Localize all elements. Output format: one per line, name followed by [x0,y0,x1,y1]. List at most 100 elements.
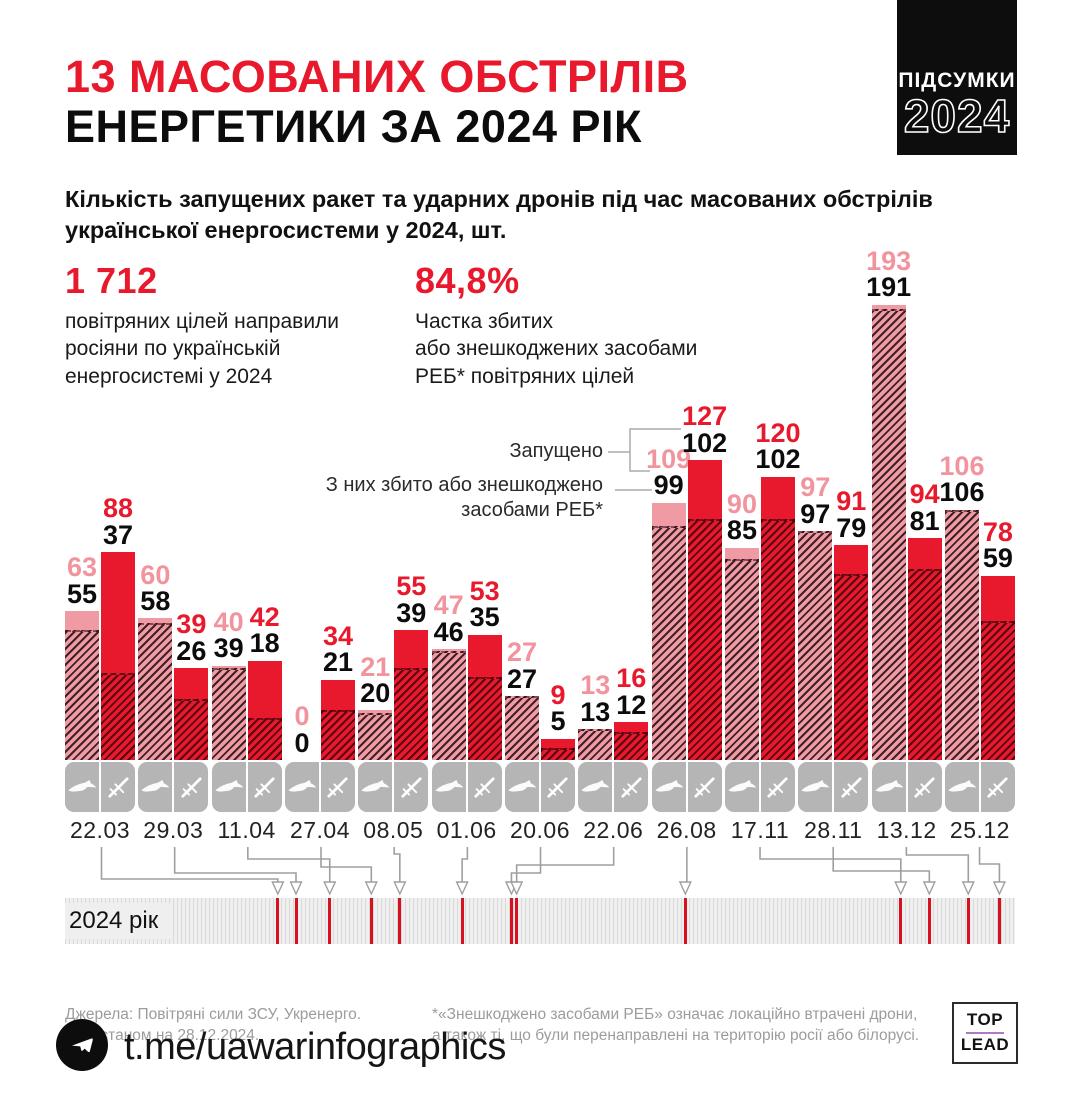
connector-line [978,847,1001,882]
downed-segment [651,526,686,760]
missile-icon [474,776,495,798]
bar-group: 106 106 78 59 [939,452,1015,760]
downed-label: 106 [939,477,985,508]
drone-bar-column: 109 99 [646,445,691,760]
downed-segment [540,748,575,760]
drone-bar-column: 47 46 [431,590,466,760]
missile-bar-column: 34 21 [320,620,355,760]
missile-bar [614,722,649,760]
missile-icon [401,776,422,798]
connector-line [759,847,902,882]
arrowhead-icon [323,881,337,896]
icon-group [651,762,722,812]
missile-bar-column: 94 81 [907,481,942,760]
launched-label: 13 [580,670,611,701]
missile-bar-column: 91 79 [834,486,869,760]
downed-label: 39 [396,597,427,628]
connector-line [515,847,615,882]
missile-bar-column: 55 39 [394,573,429,760]
missile-bar-column: 78 59 [980,518,1015,760]
launched-label: 34 [322,620,353,651]
arrowhead-icon [455,881,469,896]
date-label: 17.11 [730,817,790,843]
date-label: 29.03 [143,817,204,843]
drone-bar [358,710,393,760]
icon-group [798,762,869,812]
missile-bar [540,738,575,760]
connector-line [510,847,542,882]
launched-label: 47 [433,590,464,621]
missile-icon [914,776,935,798]
drone-bar-column: 21 20 [358,653,393,760]
drone-bar-column: 193 191 [866,247,911,760]
downed-segment [247,717,282,760]
bar-chart: 63 55 88 37 60 58 39 26 40 39 42 18 0 0 34 21 21 20 55 39 47… [65,230,1015,760]
connector-line [320,847,373,882]
arrowhead-icon [678,881,692,896]
drone-icon-cell [798,762,833,812]
drone-icon-cell [431,762,466,812]
legend-launched: Запущено [509,440,603,462]
drone-icon [435,779,463,792]
missile-icon [547,776,569,798]
downed-label: 99 [653,470,684,501]
missile-bar [174,667,209,760]
missile-icon [254,776,275,798]
bar-group: 13 13 16 12 [578,665,649,760]
attack-day-mark [398,898,402,944]
missile-icon [107,776,129,798]
downed-segment [871,309,906,760]
icon-group [284,762,355,812]
missile-icon [987,776,1009,798]
arrowhead-icon [961,881,975,896]
missile-bar [101,552,135,760]
missile-bar-column: 42 18 [247,603,282,760]
downed-label: 20 [360,678,391,708]
downed-label: 21 [322,647,353,678]
downed-segment [687,519,722,760]
bar-group: 47 46 53 35 [431,577,502,760]
bar-group: 193 191 94 81 [866,247,942,760]
missile-icon [841,776,862,798]
drone-bar [724,547,759,760]
downed-label: 102 [682,427,728,458]
missile-bar-column: 53 35 [467,577,502,760]
attack-day-mark [997,898,1001,944]
downed-segment [358,712,393,760]
missile-icon [767,776,789,798]
downed-segment [578,729,613,760]
date-label: 08.05 [363,817,424,843]
attack-day-mark [927,898,931,944]
date-label: 01.06 [436,817,497,843]
icon-group [724,762,795,812]
icon-group [65,762,135,812]
missile-bar [980,575,1015,760]
launched-label: 106 [939,450,985,481]
attack-day-mark [899,898,903,944]
attack-day-mark [276,898,280,944]
arrowhead-icon [271,881,285,896]
launched-label: 91 [836,486,867,517]
stat-value: 1 712 [65,260,158,301]
bar-group: 0 0 34 21 [285,620,355,760]
footnote-text: *«Знешкоджено засобами РЕБ» означає лока… [432,1006,920,1044]
page-title: 13 МАСОВАНИХ ОБСТРІЛІВ ЕНЕРГЕТИКИ ЗА 202… [65,51,689,153]
telegram-handle-link[interactable]: t.me/uawarinfographics [124,1026,506,1068]
downed-label: 97 [800,498,831,529]
missile-icon-cell [687,762,722,812]
missile-bar [687,460,722,760]
drone-icon-cell [651,762,686,812]
connector-line [173,847,297,882]
missile-icon-cell [467,762,502,812]
missile-icon-cell [320,762,355,812]
connector-line [905,847,970,882]
missile-icon-cell [247,762,282,812]
stat-downed-share: 84,8% Частка збитих або знешкоджених зас… [415,260,698,388]
downed-segment [174,698,209,760]
telegram-icon[interactable] [56,1019,108,1071]
drone-icon [874,779,903,792]
downed-label: 35 [469,602,500,633]
launched-label: 97 [800,472,831,503]
downed-segment [834,573,869,760]
missile-bar [834,545,869,760]
